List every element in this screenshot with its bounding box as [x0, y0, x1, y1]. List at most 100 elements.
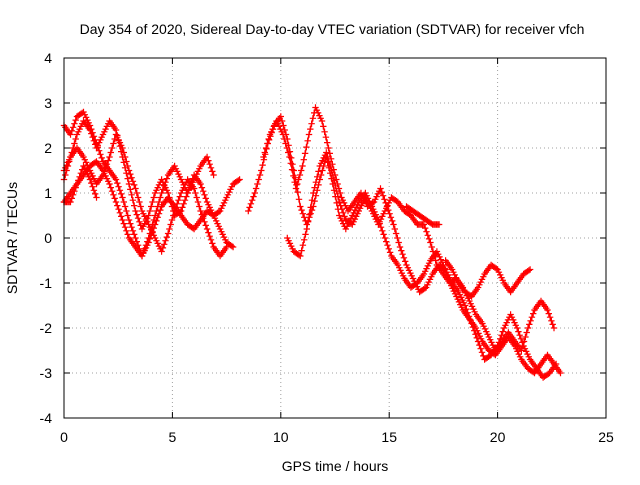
- data-point: [557, 369, 564, 377]
- data-point-interp: [301, 150, 309, 157]
- data-point-interp: [148, 203, 155, 210]
- data-point-interp: [469, 323, 477, 331]
- data-point: [390, 221, 397, 228]
- data-point-interp: [320, 123, 327, 130]
- series-layer: [60, 104, 564, 381]
- data-point-interp: [136, 218, 143, 225]
- data-point: [158, 248, 165, 255]
- data-point-interp: [98, 154, 105, 162]
- data-point: [303, 225, 310, 233]
- data-point-interp: [64, 162, 72, 170]
- data-point-interp: [155, 198, 163, 206]
- data-point-interp: [167, 221, 174, 228]
- data-point-interp: [464, 309, 471, 316]
- data-point-interp: [265, 135, 272, 143]
- data-point-interp: [68, 127, 75, 135]
- data-point-interp: [526, 321, 533, 328]
- data-point-interp: [134, 194, 142, 201]
- data-point-interp: [77, 170, 85, 177]
- data-point: [297, 252, 304, 260]
- y-tick-label: 1: [44, 185, 52, 201]
- data-point-interp: [478, 349, 486, 356]
- x-tick-label: 10: [273, 429, 289, 445]
- data-point-interp: [287, 160, 294, 167]
- data-point-interp: [467, 316, 474, 324]
- y-tick-label: -4: [40, 410, 53, 426]
- data-point-interp: [150, 224, 157, 232]
- data-point-interp: [205, 157, 212, 164]
- data-point-interp: [385, 245, 392, 252]
- data-point-interp: [527, 317, 534, 324]
- data-point: [119, 216, 126, 224]
- chart-title: Day 354 of 2020, Sidereal Day-to-day VTE…: [80, 21, 585, 37]
- data-point: [229, 243, 237, 251]
- data-point-interp: [161, 241, 168, 248]
- data-point: [210, 171, 217, 179]
- data-point-interp: [302, 231, 309, 238]
- data-point-interp: [249, 197, 256, 204]
- data-point-interp: [337, 202, 344, 209]
- data-point-interp: [92, 190, 99, 198]
- data-point: [286, 153, 293, 161]
- data-point: [297, 203, 304, 210]
- data-point: [336, 198, 343, 206]
- data-point: [279, 131, 287, 138]
- data-point-interp: [179, 204, 186, 211]
- data-point-interp: [330, 177, 338, 184]
- data-point-interp: [123, 207, 130, 215]
- x-axis-label: GPS time / hours: [282, 458, 389, 474]
- data-point-interp: [71, 140, 78, 147]
- data-point: [190, 185, 198, 192]
- data-point-interp: [133, 189, 140, 197]
- data-point-interp: [334, 193, 342, 200]
- data-point-interp: [326, 150, 333, 157]
- data-point-interp: [111, 195, 118, 202]
- data-point-interp: [254, 180, 261, 188]
- data-point-interp: [107, 184, 114, 191]
- y-axis-label: SDTVAR / TECUs: [4, 182, 20, 294]
- data-point-interp: [120, 198, 127, 206]
- data-point-interp: [312, 179, 320, 186]
- data-point: [427, 239, 434, 246]
- data-point-interp: [105, 157, 112, 164]
- data-point-interp: [431, 252, 438, 260]
- y-tick-label: 3: [44, 95, 52, 111]
- data-point-interp: [384, 242, 391, 249]
- data-point-interp: [307, 210, 314, 217]
- data-point-interp: [300, 156, 307, 163]
- data-point-interp: [421, 285, 428, 292]
- data-point-interp: [90, 187, 98, 194]
- data-point: [203, 153, 211, 161]
- data-point: [323, 149, 330, 156]
- data-point-interp: [294, 180, 301, 188]
- data-point-interp: [519, 342, 526, 350]
- data-point-interp: [304, 218, 312, 225]
- data-point-interp: [129, 227, 137, 234]
- data-point-interp: [520, 338, 528, 345]
- data-point-interp: [176, 193, 183, 200]
- data-point-interp: [290, 172, 297, 180]
- data-point-interp: [202, 222, 209, 229]
- data-point-interp: [110, 140, 117, 147]
- data-point-interp: [250, 193, 257, 200]
- data-point-interp: [116, 209, 124, 216]
- data-point: [112, 198, 120, 206]
- data-point-interp: [298, 247, 305, 254]
- data-point-interp: [332, 182, 339, 189]
- data-point-interp: [200, 188, 207, 195]
- data-point-interp: [341, 213, 348, 220]
- data-point: [277, 113, 284, 120]
- data-point-interp: [283, 144, 291, 152]
- data-point-interp: [383, 238, 390, 245]
- data-point: [132, 234, 139, 242]
- data-point: [145, 212, 152, 219]
- data-point-interp: [422, 224, 429, 232]
- data-point-interp: [476, 341, 483, 349]
- data-point-interp: [68, 195, 75, 202]
- data-point-interp: [121, 153, 129, 161]
- data-point-interp: [209, 168, 216, 175]
- data-point-interp: [499, 328, 506, 335]
- data-point-interp: [333, 188, 340, 195]
- data-point-interp: [428, 243, 435, 251]
